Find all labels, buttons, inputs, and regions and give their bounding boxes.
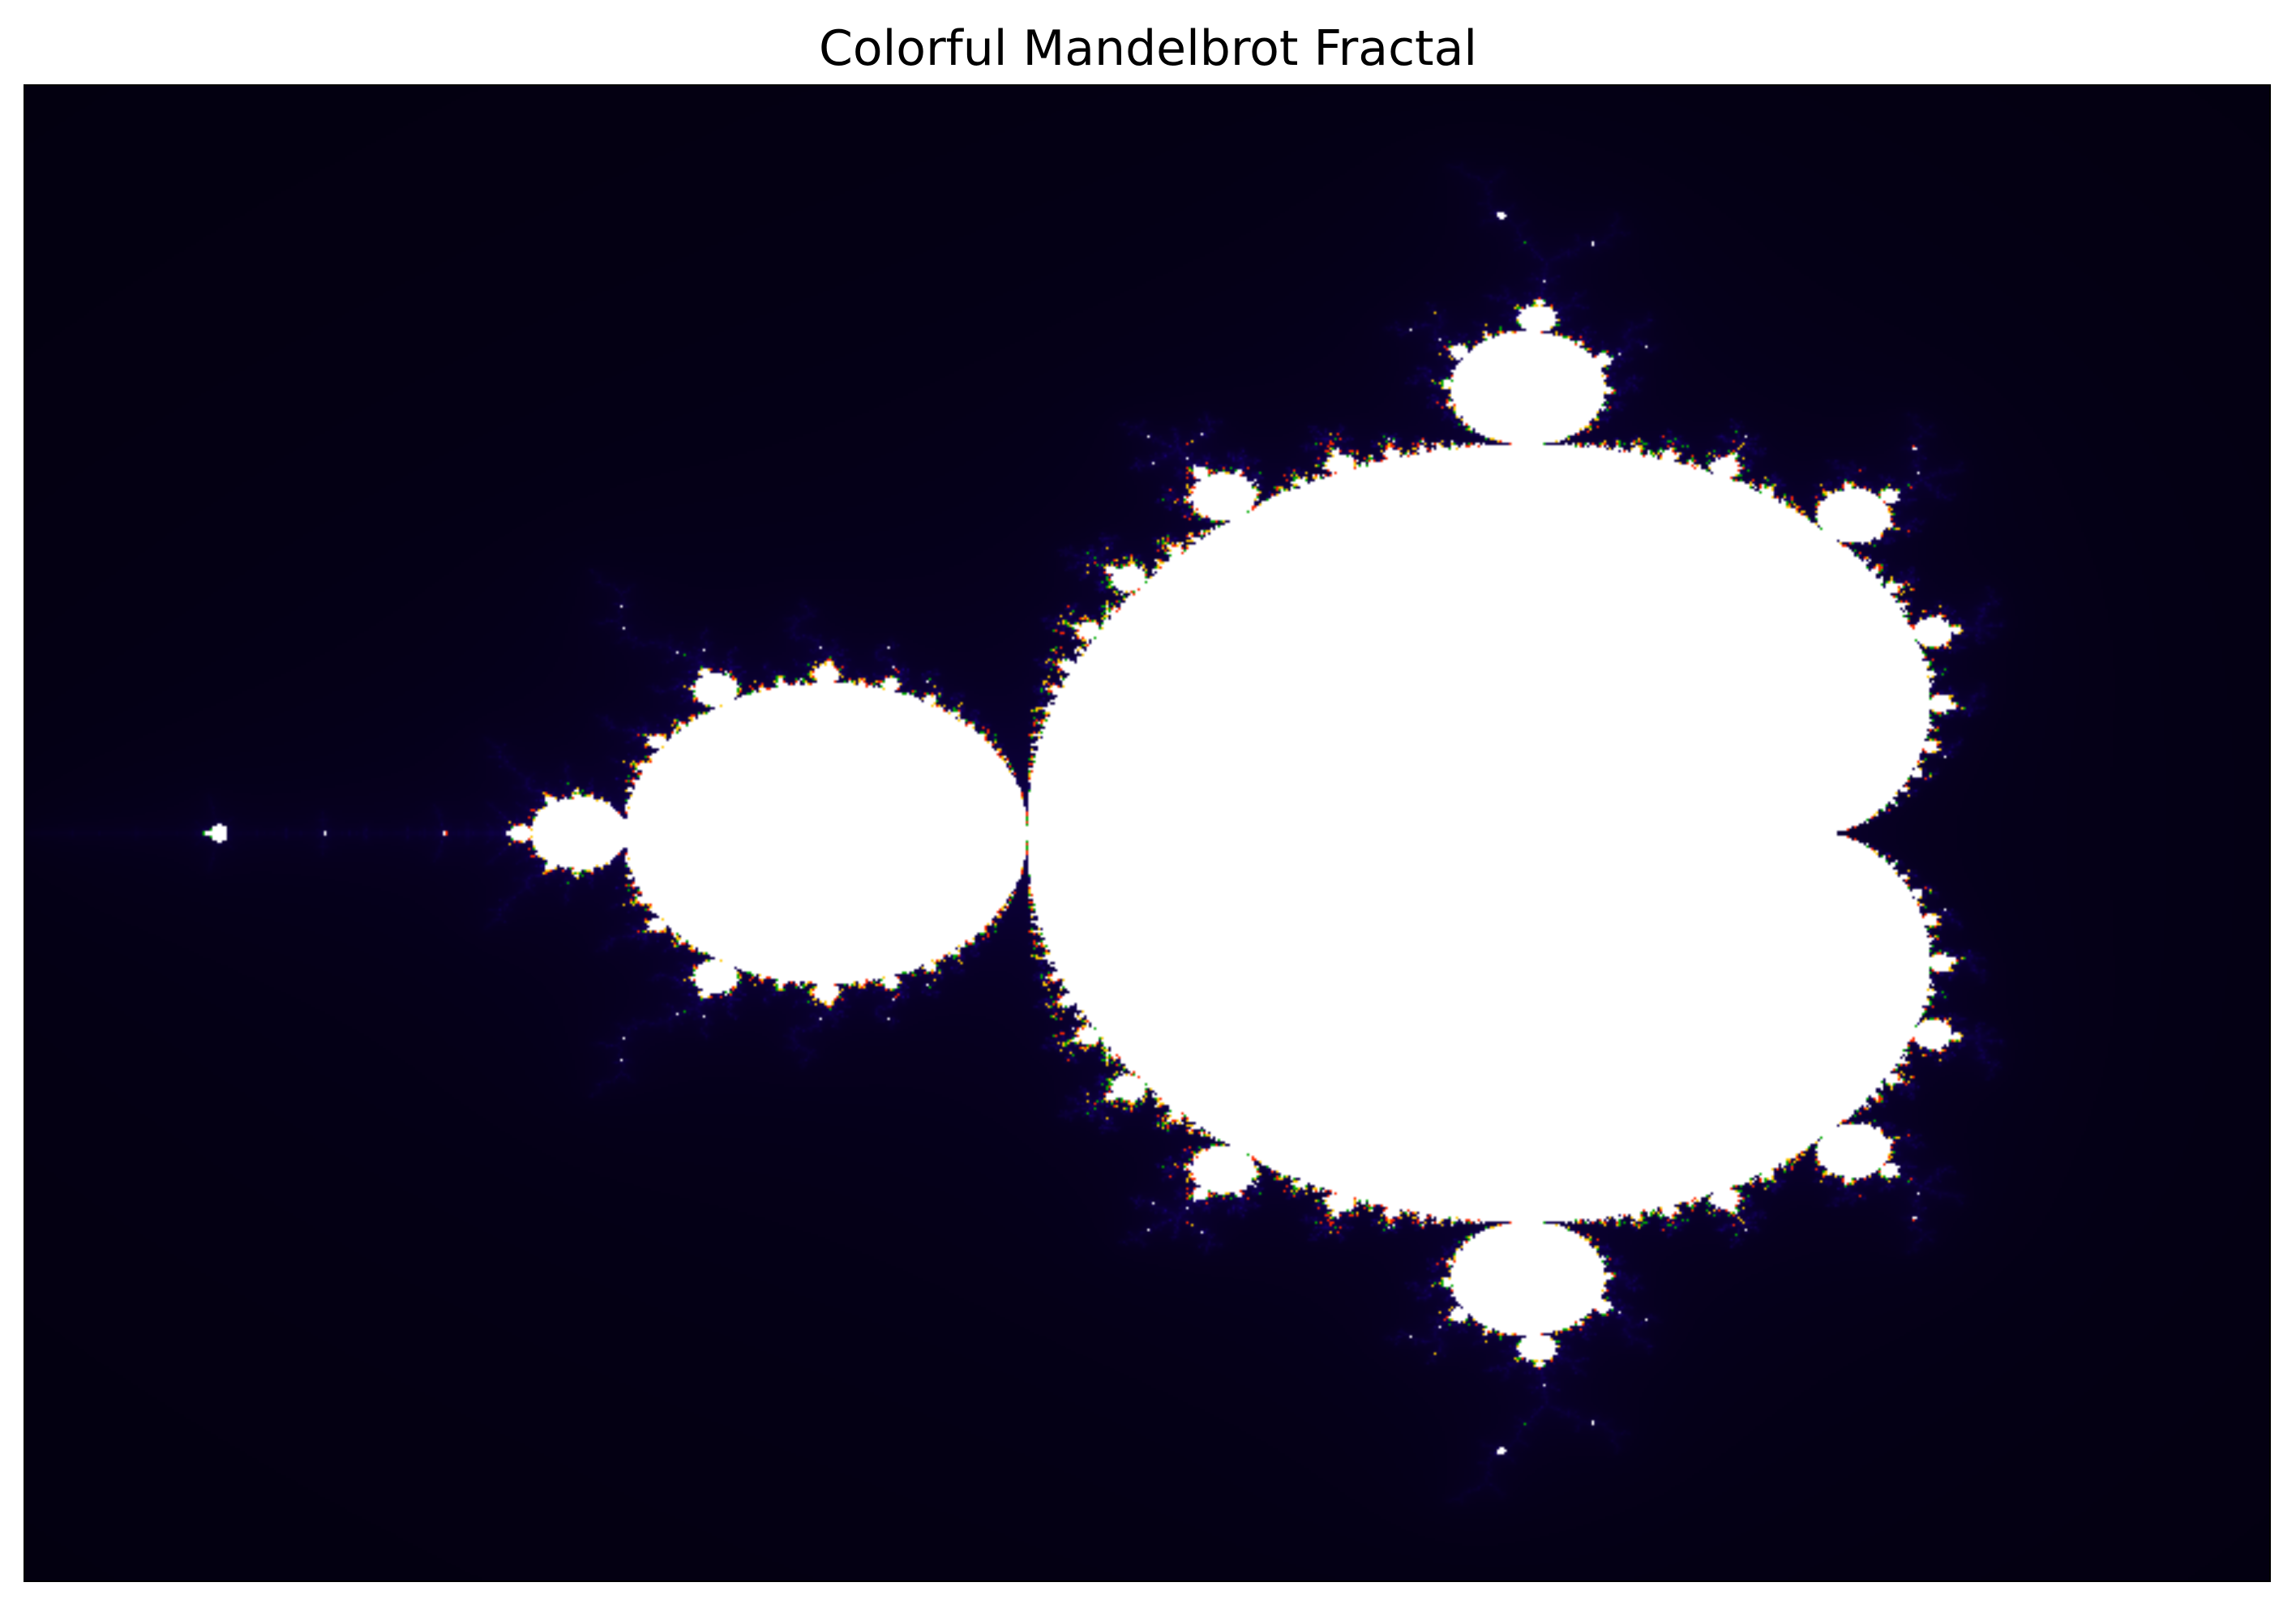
mandelbrot-fractal-image — [25, 86, 2269, 1580]
fractal-plot-area — [24, 84, 2271, 1582]
figure-title: Colorful Mandelbrot Fractal — [818, 20, 1478, 77]
